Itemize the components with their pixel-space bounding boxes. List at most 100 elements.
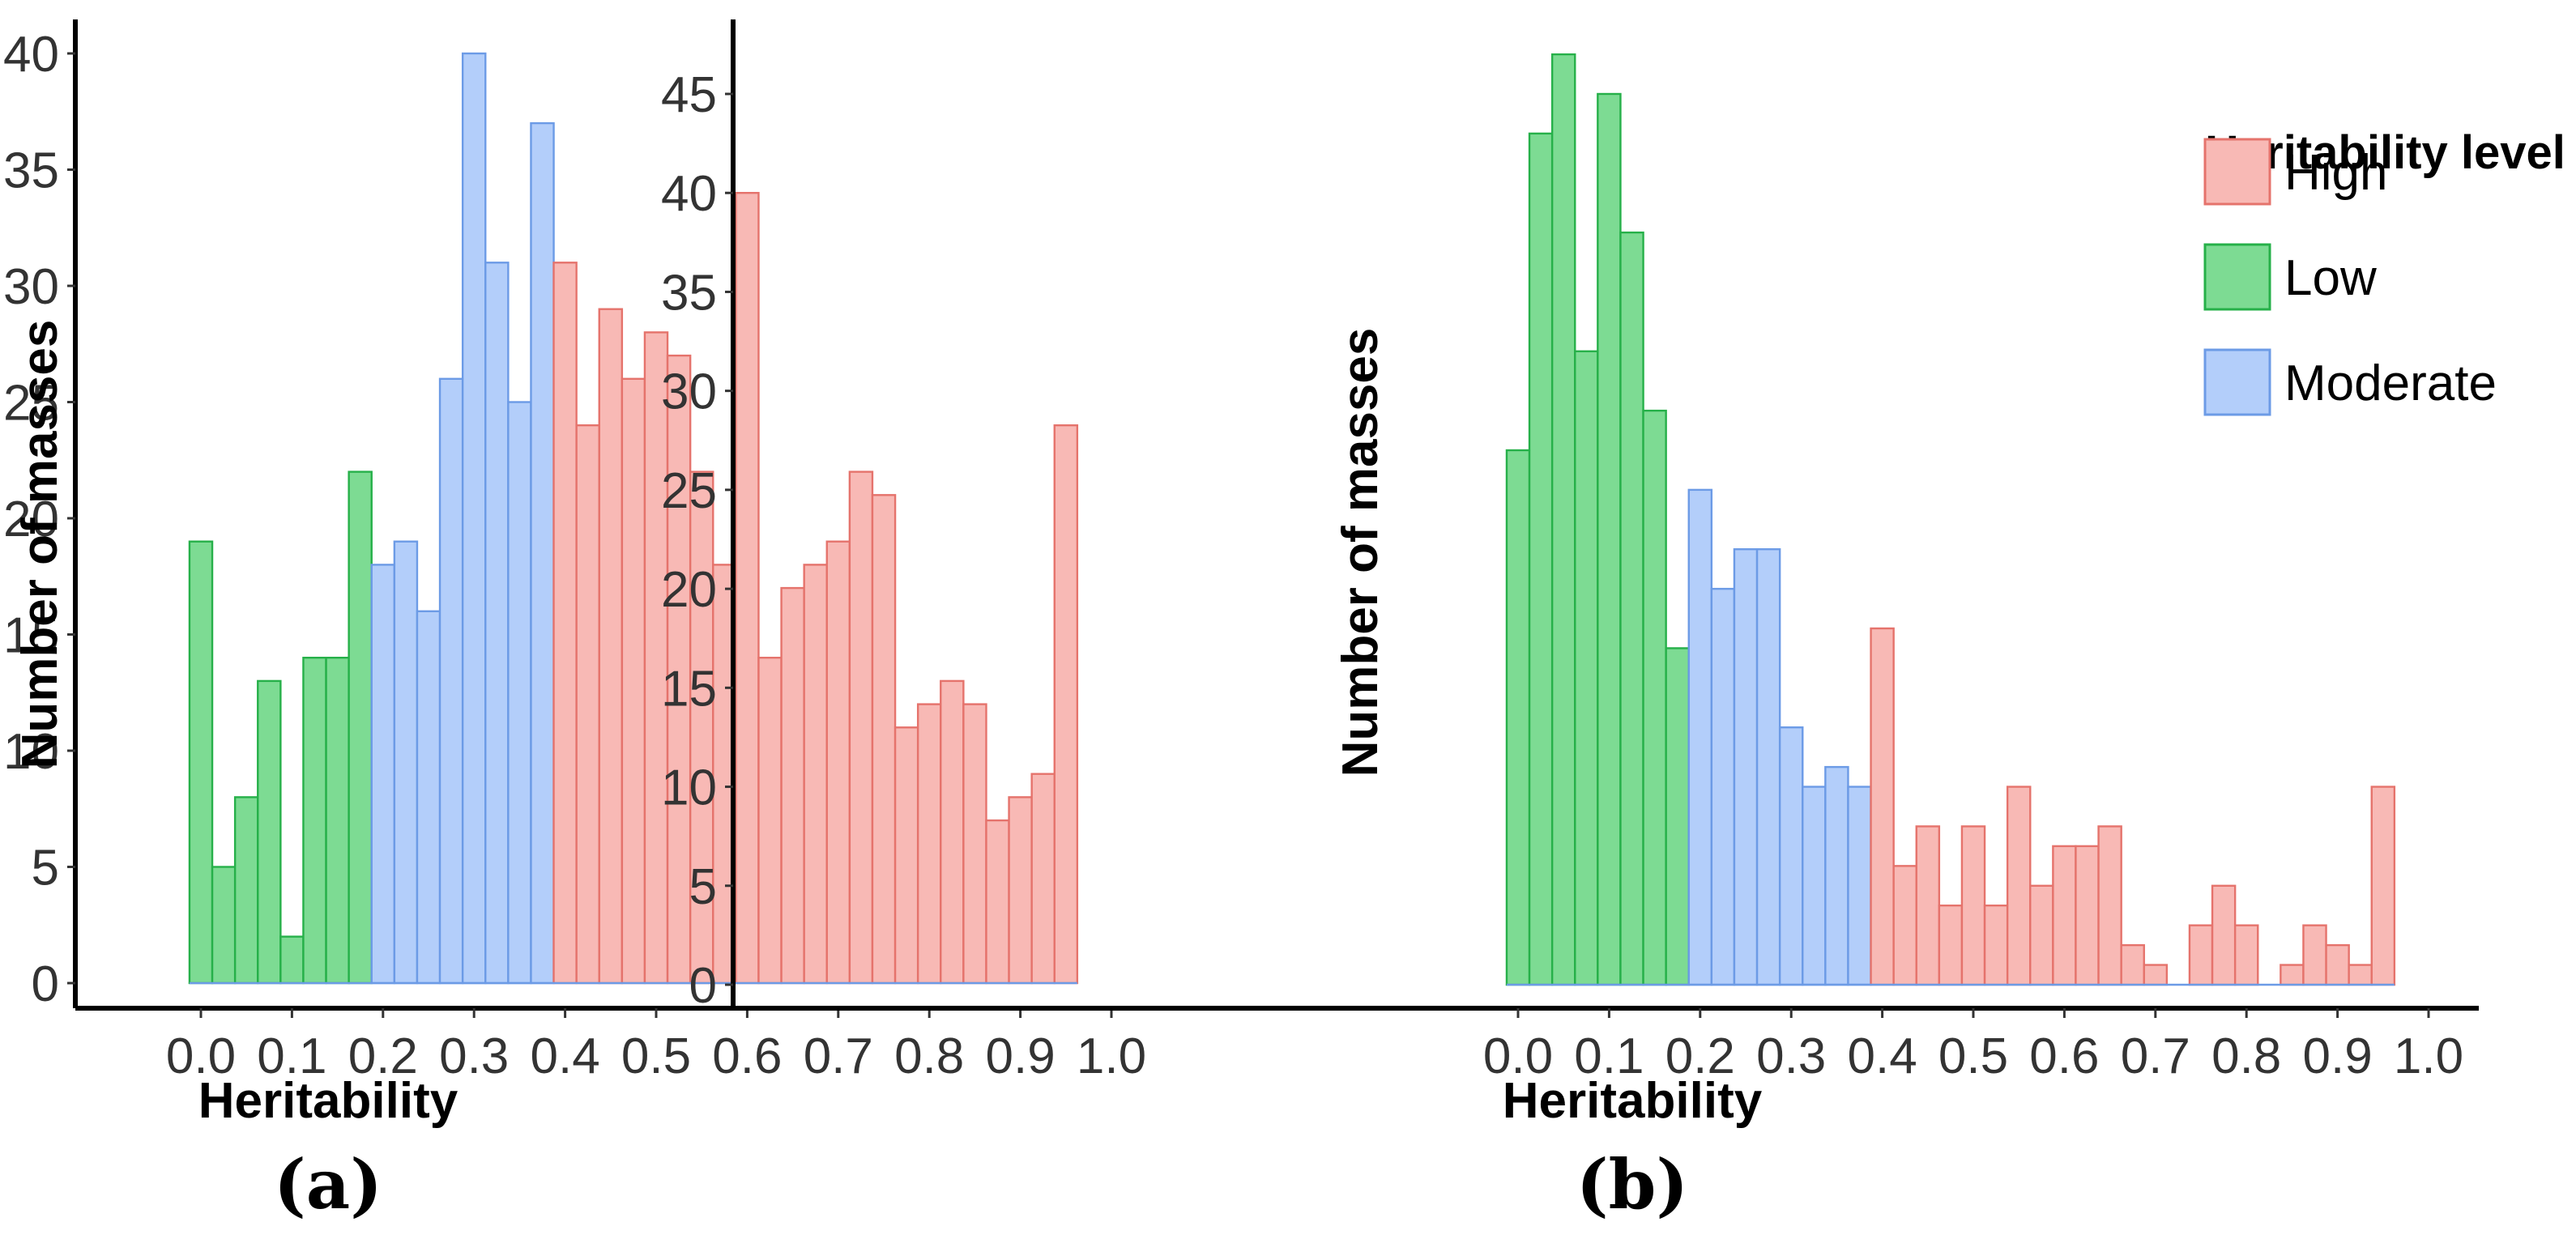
histogram-panel-b: 0 5 10 15 20 25 30 35 40 45 0.0 0.1 0.2 0.3 0.4 0.5 0.6 0… bbox=[661, 19, 2479, 1224]
panel-a-ytick-label: 20 bbox=[3, 492, 59, 547]
bar-b-low-6 bbox=[1642, 409, 1667, 986]
bar-a-low-7 bbox=[348, 470, 373, 985]
bar-a-high-20 bbox=[1008, 796, 1033, 985]
panel-a-ytick-label: 0 bbox=[32, 956, 59, 1012]
bar-b-low-4 bbox=[1597, 92, 1622, 986]
bar-a-high-17 bbox=[940, 679, 965, 985]
panel-b-ytick-label: 0 bbox=[689, 958, 717, 1014]
bar-b-moderate-2 bbox=[1733, 548, 1759, 986]
bar-b-moderate-0 bbox=[1687, 488, 1713, 986]
bar-a-low-1 bbox=[211, 866, 237, 985]
bar-a-high-12 bbox=[825, 540, 851, 985]
panel-a-xtick-label: 0.0 bbox=[166, 1028, 236, 1084]
bar-a-low-5 bbox=[302, 657, 327, 985]
bar-b-high-8 bbox=[2052, 845, 2077, 986]
panel-a-xtick-label: 0.9 bbox=[985, 1028, 1055, 1084]
bar-b-low-0 bbox=[1505, 449, 1531, 986]
bar-a-high-11 bbox=[803, 564, 828, 985]
bar-b-high-4 bbox=[1960, 825, 1986, 986]
bar-b-high-5 bbox=[1983, 905, 2009, 986]
panel-a-xtick-label: 0.7 bbox=[804, 1028, 873, 1084]
panel-a-xtick-label: 0.6 bbox=[712, 1028, 782, 1084]
bar-a-low-3 bbox=[257, 679, 282, 985]
panel-a-ytick-label: 25 bbox=[3, 376, 59, 432]
bar-a-high-15 bbox=[893, 726, 919, 985]
bar-b-moderate-6 bbox=[1824, 765, 1849, 986]
panel-a-ytick-label: 30 bbox=[3, 259, 59, 315]
bar-a-moderate-3 bbox=[438, 377, 464, 985]
bar-a-moderate-0 bbox=[370, 564, 396, 985]
bar-a-high-0 bbox=[552, 262, 578, 985]
bar-a-high-13 bbox=[848, 470, 874, 985]
panel-b-ytick-label: 15 bbox=[661, 661, 717, 717]
bar-a-high-21 bbox=[1030, 773, 1056, 985]
panel-a-xtick-label: 0.3 bbox=[439, 1028, 509, 1084]
bar-a-high-16 bbox=[916, 703, 942, 985]
panel-b-xtick-label: 0.9 bbox=[2302, 1028, 2372, 1084]
panel-b-ytick-label: 20 bbox=[661, 562, 717, 618]
bar-b-high-3 bbox=[1938, 905, 1964, 986]
bar-a-high-3 bbox=[621, 377, 646, 985]
panel-a-label: (a) bbox=[274, 1144, 382, 1224]
bar-b-high-7 bbox=[2029, 884, 2054, 986]
panel-b-xtick-label: 1.0 bbox=[2394, 1028, 2463, 1084]
panel-b-ytick-label: 45 bbox=[661, 67, 717, 123]
panel-a-xtick-label: 0.8 bbox=[894, 1028, 964, 1084]
panel-b-ylabel: Number of masses bbox=[1333, 328, 1388, 777]
bar-b-high-14 bbox=[2188, 924, 2214, 986]
bar-b-high-12 bbox=[2143, 964, 2169, 986]
bar-b-high-0 bbox=[1870, 627, 1895, 986]
panel-a-ylabel: Number of masses bbox=[12, 320, 68, 769]
legend-entries: High Low Moderate bbox=[2203, 138, 2497, 416]
panel-b-xtick-label: 0.5 bbox=[1938, 1028, 2008, 1084]
panel-a-ytick-label: 10 bbox=[3, 724, 59, 780]
panel-b-xtick-label: 0.4 bbox=[1847, 1028, 1917, 1084]
panel-a-xlabel: Heritability bbox=[198, 1073, 458, 1129]
legend-swatch-low bbox=[2203, 243, 2271, 311]
panel-a-xtick-label: 0.2 bbox=[348, 1028, 418, 1084]
panel-b-ytick-label: 30 bbox=[661, 364, 717, 420]
bar-a-low-2 bbox=[233, 796, 259, 985]
bar-b-low-3 bbox=[1574, 350, 1599, 986]
bar-b-high-11 bbox=[2120, 943, 2145, 986]
bar-b-high-6 bbox=[2006, 786, 2032, 986]
bar-a-moderate-6 bbox=[507, 401, 532, 985]
legend-label-low: Low bbox=[2284, 250, 2377, 306]
panel-b-ytick-label: 35 bbox=[661, 265, 717, 321]
panel-a-ytick-label: 5 bbox=[32, 841, 59, 896]
bar-a-moderate-5 bbox=[484, 262, 510, 985]
panel-b-xtick-label: 0.6 bbox=[2029, 1028, 2099, 1084]
bar-a-high-10 bbox=[780, 586, 805, 985]
panel-b-ytick-label: 10 bbox=[661, 760, 717, 816]
bar-b-moderate-3 bbox=[1755, 548, 1781, 986]
bar-b-high-21 bbox=[2348, 964, 2373, 986]
bar-a-high-8 bbox=[735, 191, 760, 985]
legend-label-high: High bbox=[2284, 145, 2388, 201]
histogram-panel-a: 0 5 10 15 20 25 30 35 40 0.0 0.1 0.2 0.3 0.4 0.5 0.6 0.7… bbox=[3, 19, 1166, 1224]
panel-a-ytick-label: 15 bbox=[3, 608, 59, 664]
bar-b-high-1 bbox=[1892, 865, 1917, 986]
panel-a-xtick-label: 0.4 bbox=[530, 1028, 599, 1084]
bar-b-high-16 bbox=[2233, 924, 2259, 986]
legend-swatch-moderate bbox=[2203, 348, 2271, 416]
legend-label-moderate: Moderate bbox=[2284, 356, 2497, 411]
panel-b-xtick-label: 0.2 bbox=[1665, 1028, 1735, 1084]
bar-b-moderate-4 bbox=[1778, 726, 1804, 986]
bar-a-high-18 bbox=[962, 703, 987, 985]
panel-a-xtick-label: 1.0 bbox=[1077, 1028, 1146, 1084]
bar-b-low-2 bbox=[1550, 53, 1576, 986]
bar-b-low-1 bbox=[1528, 132, 1554, 986]
bar-b-high-2 bbox=[1915, 825, 1941, 986]
panel-b-xtick-label: 0.1 bbox=[1574, 1028, 1644, 1084]
panel-b-xlabel: Heritability bbox=[1503, 1073, 1763, 1129]
panel-b-xtick-label: 0.3 bbox=[1756, 1028, 1826, 1084]
panel-a-axes: 0 5 10 15 20 25 30 35 40 0.0 0.1 0.2 0.3 0.4 0.5 0.6 0.7… bbox=[3, 19, 1166, 1084]
panel-b-ytick-label: 5 bbox=[689, 859, 717, 915]
panel-a-xtick-label: 0.5 bbox=[621, 1028, 691, 1084]
bar-b-high-15 bbox=[2211, 884, 2237, 986]
panel-b-axes: 0 5 10 15 20 25 30 35 40 45 0.0 0.1 0.2 0.3 0.4 0.5 0.6 0… bbox=[661, 19, 2479, 1084]
bar-a-high-1 bbox=[575, 424, 600, 985]
bar-b-moderate-1 bbox=[1710, 587, 1736, 986]
